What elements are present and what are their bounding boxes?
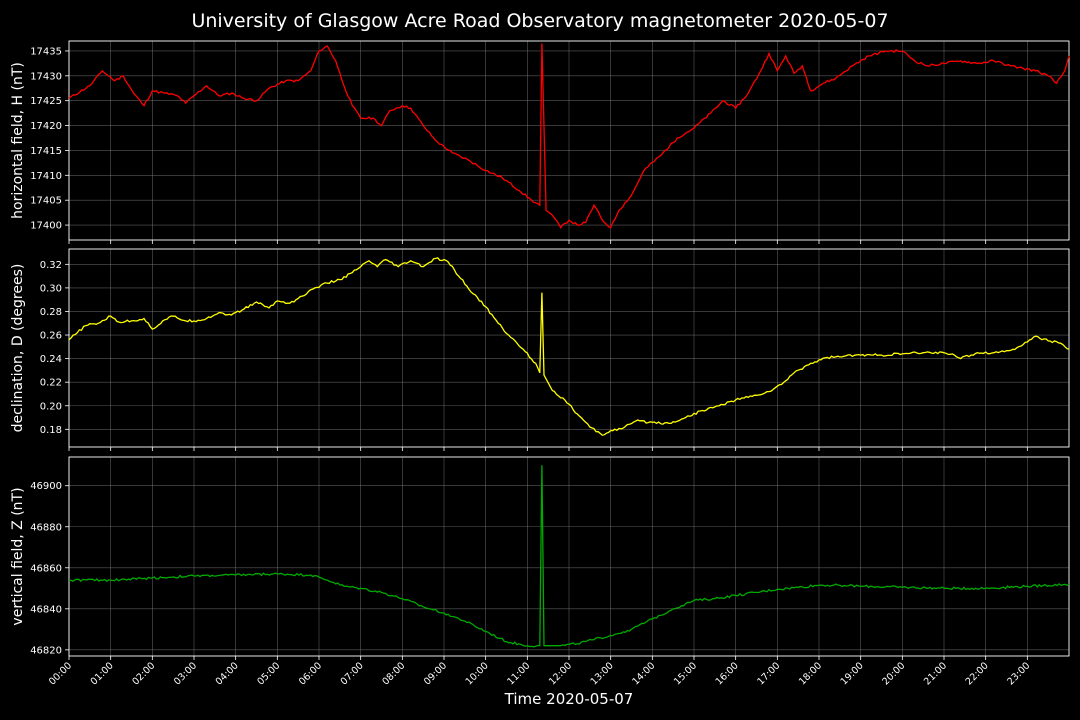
y-tick-label: 17435 <box>30 46 62 57</box>
data-line <box>68 465 1070 648</box>
x-tick-label: 13:00 <box>589 660 616 687</box>
chart-title: University of Glasgow Acre Road Observat… <box>191 10 889 32</box>
x-tick-label: 15:00 <box>672 660 699 687</box>
y-axis-label: horizontal field, H (nT) <box>10 62 26 219</box>
x-tick-label: 07:00 <box>339 660 366 687</box>
x-tick-label: 18:00 <box>797 660 824 687</box>
data-line <box>68 43 1070 229</box>
x-tick-label: 14:00 <box>630 660 657 687</box>
data-line <box>68 257 1070 436</box>
plot-frame <box>68 456 1070 657</box>
x-tick-label: 21:00 <box>922 660 949 687</box>
y-tick-label: 0.18 <box>40 425 62 436</box>
x-tick-label: 08:00 <box>380 660 407 687</box>
x-tick-label: 06:00 <box>297 660 324 687</box>
x-tick-label: 09:00 <box>422 660 449 687</box>
y-tick-label: 0.30 <box>40 283 62 294</box>
panel-3: 46820 46840 46860 46880 46900 vertical field,… <box>10 456 1070 660</box>
panel-1: 17400 17405 17410 17415 17420 17425 17430 17435… <box>10 40 1070 244</box>
y-tick-label: 0.24 <box>40 354 62 365</box>
plot-frame <box>68 40 1070 241</box>
x-tick-label: 02:00 <box>130 660 157 687</box>
x-tick-label: 16:00 <box>714 660 741 687</box>
y-axis-label: declination, D (degrees) <box>10 264 26 433</box>
y-tick-label: 17430 <box>30 71 62 82</box>
x-tick-label: 00:00 <box>47 660 74 687</box>
x-tick-label: 10:00 <box>464 660 491 687</box>
x-tick-label: 03:00 <box>172 660 199 687</box>
y-tick-label: 0.20 <box>40 401 62 412</box>
x-tick-label: 04:00 <box>214 660 241 687</box>
plot-frame <box>68 248 1070 448</box>
y-tick-label: 17425 <box>30 96 62 107</box>
x-tick-label: 01:00 <box>89 660 116 687</box>
y-axis-label: vertical field, Z (nT) <box>10 487 26 625</box>
x-tick-label: 22:00 <box>964 660 991 687</box>
panel-2: 0.18 0.20 0.22 0.24 0.26 0.28 0.30 0.32 declinat… <box>10 248 1070 451</box>
y-tick-label: 0.28 <box>40 307 62 318</box>
y-tick-label: 17410 <box>30 171 62 182</box>
x-tick-label: 20:00 <box>880 660 907 687</box>
y-tick-label: 0.26 <box>40 331 62 342</box>
y-tick-label: 46860 <box>30 563 62 574</box>
x-tick-label: 05:00 <box>255 660 282 687</box>
x-tick-label: 17:00 <box>755 660 782 687</box>
y-tick-label: 46880 <box>30 522 62 533</box>
y-tick-label: 46840 <box>30 604 62 615</box>
x-tick-label: 11:00 <box>505 660 532 687</box>
y-tick-label: 0.22 <box>40 378 62 389</box>
y-tick-label: 46820 <box>30 645 62 656</box>
x-axis-label: Time 2020-05-07 <box>504 690 634 708</box>
y-tick-label: 0.32 <box>40 260 62 271</box>
x-tick-label: 19:00 <box>839 660 866 687</box>
y-tick-label: 17415 <box>30 146 62 157</box>
x-tick-label: 23:00 <box>1005 660 1032 687</box>
x-tick-label: 12:00 <box>547 660 574 687</box>
y-tick-label: 46900 <box>30 481 62 492</box>
y-tick-label: 17400 <box>30 221 62 232</box>
y-tick-label: 17405 <box>30 196 62 207</box>
y-tick-label: 17420 <box>30 121 62 132</box>
